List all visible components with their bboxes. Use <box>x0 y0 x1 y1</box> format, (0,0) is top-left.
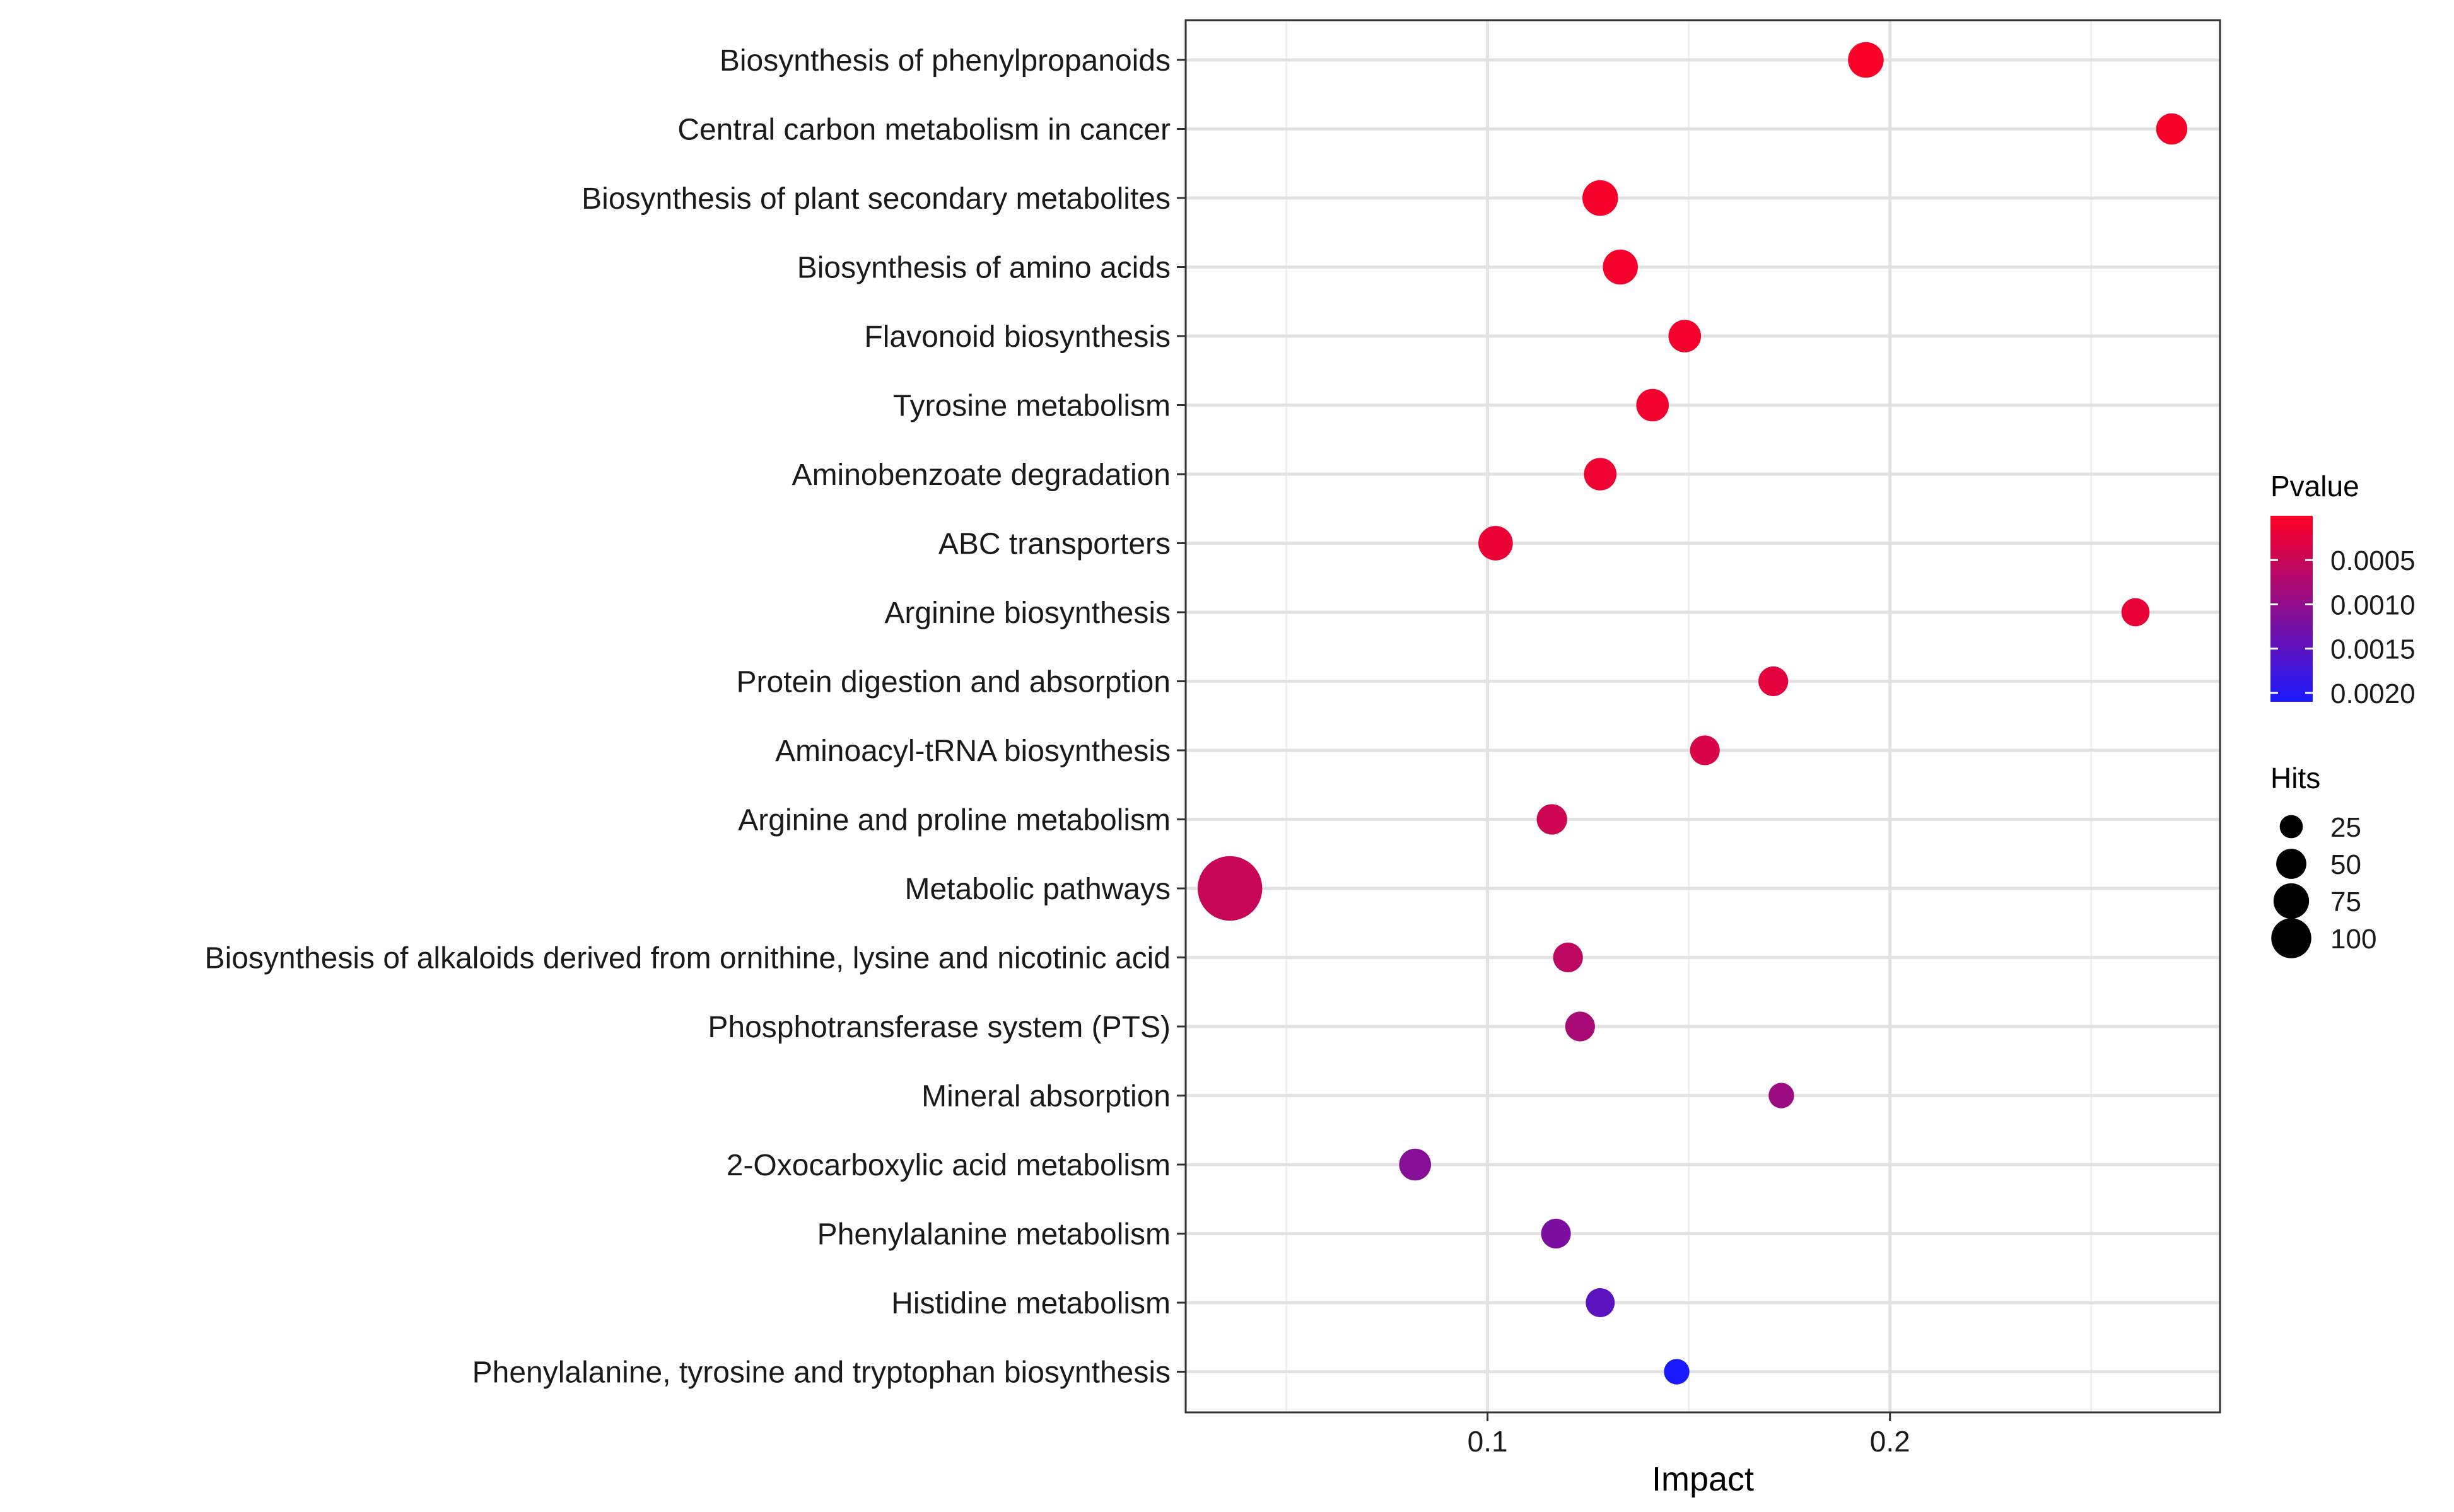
color-legend: Pvalue 0.0005 0.0010 0.0015 0.0020 <box>2270 470 2416 709</box>
color-legend-title: Pvalue <box>2270 470 2359 503</box>
size-legend-items: 25 50 75 100 <box>2271 812 2376 958</box>
data-point <box>1536 804 1567 835</box>
data-point <box>1758 666 1789 697</box>
size-legend-label: 100 <box>2330 924 2376 955</box>
size-legend-label: 25 <box>2330 812 2361 843</box>
data-point <box>1848 42 1884 78</box>
y-axis: Biosynthesis of phenylpropanoids Central … <box>205 44 1186 1390</box>
y-tick-label: Aminobenzoate degradation <box>792 458 1171 492</box>
color-legend-label: 0.0020 <box>2330 678 2416 709</box>
y-tick-label: Arginine and proline metabolism <box>738 804 1171 837</box>
y-tick-label: Phosphotransferase system (PTS) <box>708 1011 1171 1044</box>
data-point <box>1768 1083 1794 1108</box>
y-tick-label: Biosynthesis of plant secondary metaboli… <box>581 182 1171 216</box>
x-axis-title: Impact <box>1652 1460 1754 1498</box>
y-tick-label: Biosynthesis of alkaloids derived from o… <box>205 942 1171 975</box>
data-point <box>1399 1148 1432 1181</box>
x-tick-label: 0.1 <box>1468 1425 1508 1458</box>
size-legend-key <box>2279 815 2303 839</box>
size-legend-label: 50 <box>2330 849 2361 880</box>
data-point <box>1541 1218 1571 1249</box>
data-point <box>2121 598 2150 627</box>
panel-background <box>1186 20 2220 1412</box>
y-tick-label: Metabolic pathways <box>904 873 1171 906</box>
data-point <box>1197 856 1263 921</box>
panel-border <box>1184 19 2221 1414</box>
data-point <box>1565 1011 1595 1042</box>
y-tick-label: Protein digestion and absorption <box>737 666 1171 699</box>
y-tick-label: Flavonoid biosynthesis <box>864 320 1171 354</box>
data-point <box>2156 113 2188 145</box>
y-tick-label: Arginine biosynthesis <box>884 596 1171 630</box>
points-layer <box>1197 42 2188 1385</box>
data-point <box>1478 526 1513 561</box>
data-point <box>1553 942 1583 973</box>
color-legend-label: 0.0015 <box>2330 634 2416 665</box>
data-point <box>1584 458 1617 491</box>
y-tick-label: Tyrosine metabolism <box>893 390 1171 423</box>
size-legend-title: Hits <box>2270 762 2320 794</box>
grid-layer <box>1186 20 2220 1412</box>
color-legend-label: 0.0010 <box>2330 590 2416 620</box>
size-legend-label: 75 <box>2330 887 2361 917</box>
y-tick-label: Biosynthesis of amino acids <box>797 252 1171 285</box>
x-tick-label: 0.2 <box>1870 1425 1910 1458</box>
color-legend-ticks: 0.0005 0.0010 0.0015 0.0020 <box>2270 545 2416 709</box>
y-tick-label: Biosynthesis of phenylpropanoids <box>720 44 1171 78</box>
data-point <box>1690 735 1720 765</box>
data-point <box>1586 1288 1615 1317</box>
data-point <box>1582 180 1618 216</box>
data-point <box>1603 249 1638 285</box>
y-tick-label: ABC transporters <box>938 528 1171 561</box>
color-legend-label: 0.0005 <box>2330 545 2416 576</box>
data-point <box>1664 1359 1690 1385</box>
y-tick-label: 2-Oxocarboxylic acid metabolism <box>727 1149 1171 1182</box>
size-legend-key <box>2273 883 2310 919</box>
size-legend-key <box>2276 849 2306 879</box>
y-tick-label: Phenylalanine metabolism <box>817 1218 1171 1252</box>
color-legend-bar <box>2270 516 2313 702</box>
y-tick-label: Histidine metabolism <box>891 1287 1171 1320</box>
y-tick-label: Mineral absorption <box>921 1080 1171 1114</box>
size-legend: Hits 25 50 75 100 <box>2270 762 2376 958</box>
y-tick-label: Phenylalanine, tyrosine and tryptophan b… <box>472 1356 1171 1390</box>
data-point <box>1668 320 1702 352</box>
y-tick-label: Central carbon metabolism in cancer <box>677 113 1171 147</box>
y-tick-label: Aminoacyl-tRNA biosynthesis <box>775 735 1171 768</box>
size-legend-key <box>2271 918 2311 958</box>
x-axis: 0.1 0.2 <box>1468 1412 1910 1458</box>
data-point <box>1636 388 1669 422</box>
